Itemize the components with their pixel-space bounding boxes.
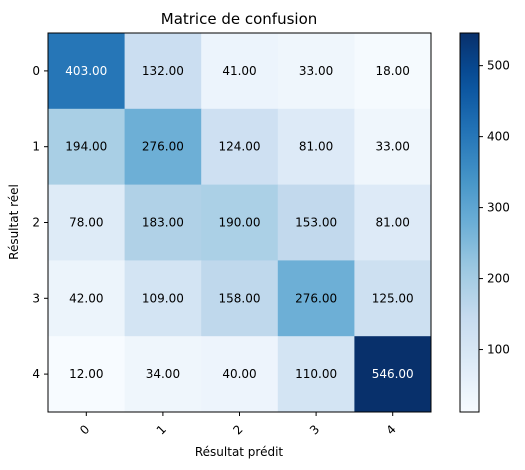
colorbar-tick-label: 200 xyxy=(487,272,510,286)
heatmap-cell xyxy=(277,33,355,110)
heatmap-cell xyxy=(48,184,126,261)
cell-value-label: 81.00 xyxy=(376,216,410,230)
cell-value-label: 33.00 xyxy=(376,140,410,154)
y-tick-label: 4 xyxy=(32,367,40,381)
cell-value-label: 190.00 xyxy=(219,216,261,230)
y-tick-label: 2 xyxy=(32,216,40,230)
heatmap-cell xyxy=(354,184,432,261)
cell-value-label: 403.00 xyxy=(65,64,107,78)
x-axis-label: Résultat prédit xyxy=(195,445,284,459)
cell-value-label: 110.00 xyxy=(295,367,337,381)
heatmap-cell xyxy=(277,184,355,261)
y-axis-label: Résultat réel xyxy=(7,184,21,260)
heatmap-cell xyxy=(124,33,202,110)
colorbar-ticks: 100 200 300 400 500 xyxy=(479,59,510,357)
heatmap-cell xyxy=(48,108,126,186)
heatmap-cell xyxy=(277,260,355,337)
cell-value-label: 276.00 xyxy=(295,291,337,305)
heatmap-cell xyxy=(201,33,279,110)
heatmap-cell xyxy=(201,184,279,261)
heatmap-cell xyxy=(201,336,279,413)
x-tick-label: 0 xyxy=(77,422,92,437)
colorbar-tick-label: 500 xyxy=(487,59,510,73)
heatmap-cell xyxy=(277,336,355,413)
heatmap-cell xyxy=(124,184,202,261)
heatmap-cell xyxy=(277,108,355,186)
cell-value-label: 132.00 xyxy=(142,64,184,78)
heatmap-cell xyxy=(124,108,202,186)
cell-value-label: 40.00 xyxy=(222,367,256,381)
cell-value-label: 78.00 xyxy=(69,216,103,230)
heatmap-cell xyxy=(201,260,279,337)
cell-value-label: 18.00 xyxy=(376,64,410,78)
heatmap-cell xyxy=(354,108,432,186)
heatmap-cells xyxy=(48,33,432,413)
x-tick-label: 3 xyxy=(307,422,322,437)
cell-value-label: 109.00 xyxy=(142,291,184,305)
colorbar-tick-label: 100 xyxy=(487,343,510,357)
y-tick-label: 0 xyxy=(32,64,40,78)
heatmap-cell xyxy=(354,336,432,413)
heatmap-cell xyxy=(48,260,126,337)
heatmap-value-labels: 403.00 132.00 41.00 33.00 18.00 194.00 276.00 1… xyxy=(65,64,413,381)
heatmap-cell xyxy=(48,33,126,110)
cell-value-label: 183.00 xyxy=(142,216,184,230)
cell-value-label: 194.00 xyxy=(65,140,107,154)
cell-value-label: 12.00 xyxy=(69,367,103,381)
heatmap-cell xyxy=(354,33,432,110)
heatmap-cell xyxy=(354,260,432,337)
cell-value-label: 33.00 xyxy=(299,64,333,78)
x-axis-ticks: 0 1 2 3 4 xyxy=(77,412,399,438)
colorbar-tick-label: 300 xyxy=(487,201,510,215)
x-tick-label: 1 xyxy=(154,422,169,437)
cell-value-label: 153.00 xyxy=(295,216,337,230)
chart-title: Matrice de confusion xyxy=(161,10,318,28)
cell-value-label: 42.00 xyxy=(69,291,103,305)
cell-value-label: 158.00 xyxy=(219,291,261,305)
cell-value-label: 81.00 xyxy=(299,140,333,154)
colorbar-tick-label: 400 xyxy=(487,130,510,144)
colorbar xyxy=(459,32,480,413)
heatmap-cell xyxy=(201,108,279,186)
heatmap-cell xyxy=(124,260,202,337)
y-tick-label: 1 xyxy=(32,140,40,154)
heatmap-cell xyxy=(124,336,202,413)
cell-value-label: 276.00 xyxy=(142,140,184,154)
cell-value-label: 34.00 xyxy=(146,367,180,381)
cell-value-label: 125.00 xyxy=(372,291,414,305)
heatmap-cell xyxy=(48,336,126,413)
x-tick-label: 2 xyxy=(230,422,245,437)
y-tick-label: 3 xyxy=(32,291,40,305)
cell-value-label: 41.00 xyxy=(222,64,256,78)
y-axis-ticks: 0 1 2 3 4 xyxy=(32,64,48,381)
cell-value-label: 546.00 xyxy=(372,367,414,381)
cell-value-label: 124.00 xyxy=(219,140,261,154)
x-tick-label: 4 xyxy=(384,422,399,437)
